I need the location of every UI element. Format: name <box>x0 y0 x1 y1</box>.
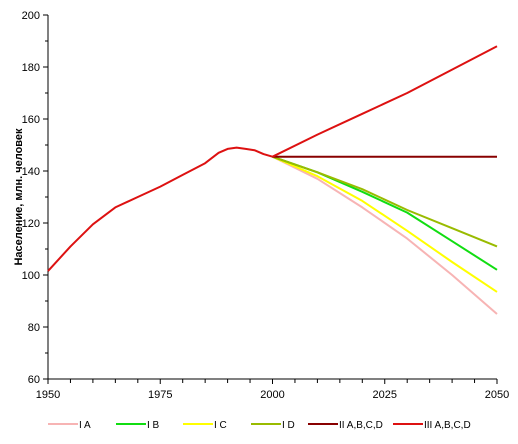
series-lines <box>47 45 498 315</box>
y-tick-label: 180 <box>22 62 40 74</box>
legend: I A I B I C I D II A,B,C,D III A,B,C,D <box>48 420 471 431</box>
y-tick-label: 120 <box>22 218 40 230</box>
legend-label: II A,B,C,D <box>339 420 383 431</box>
legend-label: III A,B,C,D <box>424 420 471 431</box>
historical-line <box>47 146 273 272</box>
x-tick-label: 2050 <box>485 389 509 401</box>
y-tick-label: 160 <box>22 114 40 126</box>
x-tick-label: 2025 <box>373 389 397 401</box>
y-tick-label: 140 <box>22 166 40 178</box>
x-tick-label: 1950 <box>36 389 60 401</box>
y-tick-label: 200 <box>22 10 40 22</box>
x-tick-label: 2000 <box>260 389 284 401</box>
series-line-iii-a-b-c-d <box>272 45 498 158</box>
x-tick-label: 1975 <box>148 389 172 401</box>
y-tick-label: 80 <box>28 322 40 334</box>
series-line-i-d <box>272 155 498 248</box>
legend-label: I C <box>214 420 227 431</box>
series-line-i-c <box>272 155 498 293</box>
y-tick-label: 100 <box>22 270 40 282</box>
legend-label: I B <box>147 420 160 431</box>
y-axis-title: Население, млн. человек <box>13 128 25 266</box>
legend-label: I A <box>79 420 91 431</box>
legend-label: I D <box>282 420 295 431</box>
tick-labels: 60 80 100 120 140 160 180 200 1950 1975 2000 2025 20… <box>22 10 510 401</box>
series-line-i-a <box>272 155 498 315</box>
y-tick-label: 60 <box>28 374 40 386</box>
axes <box>43 14 498 384</box>
